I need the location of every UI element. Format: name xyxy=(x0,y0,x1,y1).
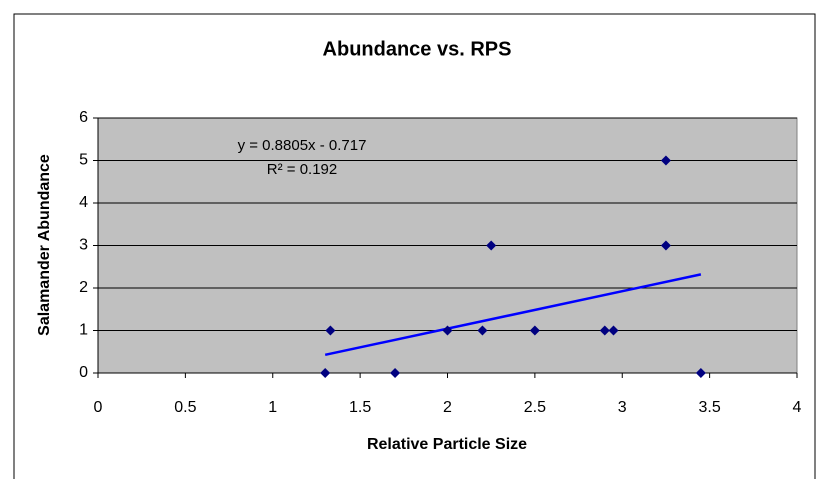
y-tick-label: 5 xyxy=(79,152,88,169)
data-point xyxy=(442,325,453,336)
x-tick-label: 4 xyxy=(793,399,802,416)
chart-frame xyxy=(13,13,816,479)
y-tick-label: 3 xyxy=(79,237,88,254)
y-tick-label: 2 xyxy=(79,279,88,296)
y-tick-label: 6 xyxy=(79,109,88,126)
x-tick-label: 2 xyxy=(443,399,452,416)
y-tick-label: 0 xyxy=(79,364,88,381)
trendline xyxy=(324,273,702,357)
y-tick-label: 4 xyxy=(79,194,88,211)
x-tick-label: 0 xyxy=(94,399,103,416)
data-point xyxy=(695,368,706,378)
data-point xyxy=(320,368,331,378)
y-tick-label: 1 xyxy=(79,322,88,339)
x-tick-label: 0.5 xyxy=(174,399,196,416)
x-tick-label: 1 xyxy=(268,399,277,416)
x-axis-label: Relative Particle Size xyxy=(367,436,527,453)
chart-title: Abundance vs. RPS xyxy=(323,38,512,60)
data-point xyxy=(660,240,671,251)
data-point xyxy=(529,325,540,336)
data-point xyxy=(486,240,497,251)
data-point xyxy=(477,325,488,336)
x-tick-label: 2.5 xyxy=(524,399,546,416)
x-tick-label: 3 xyxy=(618,399,627,416)
data-point xyxy=(390,368,401,378)
r-squared: R² = 0.192 xyxy=(267,161,337,178)
trendline-equation: y = 0.8805x - 0.717 xyxy=(238,137,367,154)
data-point xyxy=(608,325,619,336)
x-tick-label: 3.5 xyxy=(699,399,721,416)
data-point xyxy=(660,155,671,166)
data-point xyxy=(325,325,336,336)
y-axis-label: Salamander Abundance xyxy=(36,154,53,336)
x-tick-label: 1.5 xyxy=(349,399,371,416)
data-point xyxy=(599,325,610,336)
